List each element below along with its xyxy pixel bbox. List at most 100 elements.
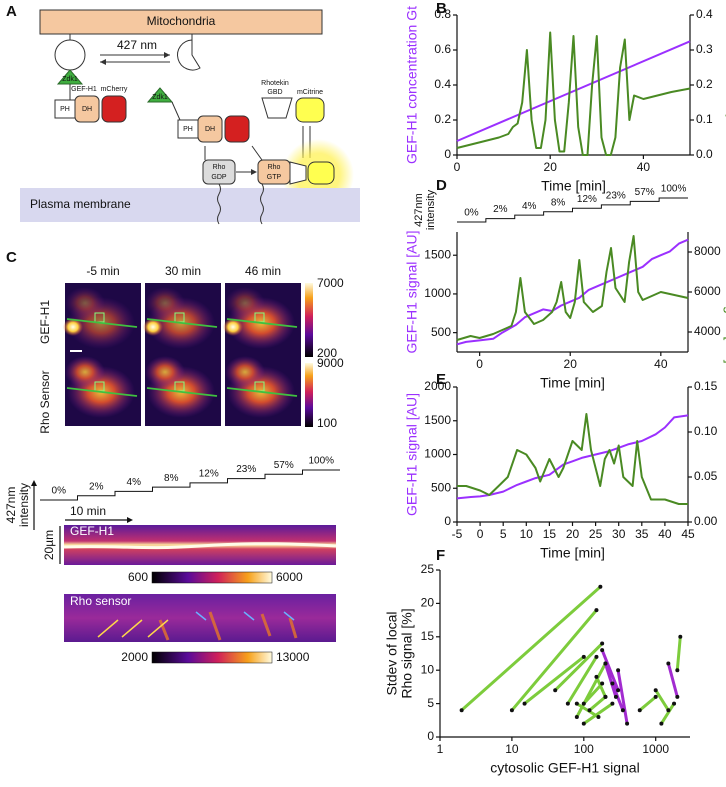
colorbar-label: 100 <box>317 416 337 430</box>
step-label: 8% <box>551 197 566 208</box>
point <box>659 721 664 726</box>
chart: 0 20 40 0 0.2 0.4 0.6 0.8 0.0 0.1 0.2 0.3 0.4 Time [m… <box>404 6 726 194</box>
line-scan <box>146 318 218 328</box>
annotation-label: intensity <box>425 189 437 230</box>
point <box>581 721 586 726</box>
point <box>600 641 605 646</box>
annotation-label: 427nm <box>413 193 425 227</box>
point <box>653 688 658 693</box>
y-tick-label: 1000 <box>424 447 451 461</box>
point <box>598 584 603 589</box>
y2-tick-label: 0.4 <box>696 7 713 21</box>
point <box>509 708 514 713</box>
y-tick-label: 1500 <box>424 247 451 261</box>
x-tick-label: 45 <box>681 527 695 541</box>
label: Rho <box>213 164 226 171</box>
y2-tick-label: 0.10 <box>694 424 718 438</box>
image-feature <box>63 318 83 336</box>
x-tick-label: 40 <box>658 527 672 541</box>
step-label: 100% <box>661 184 687 195</box>
chart: -5 0 5 10 15 20 25 30 35 40 4505001000150020000.00… <box>404 379 726 561</box>
colorbar <box>151 651 273 664</box>
label: Rho <box>268 164 281 171</box>
image-feature <box>65 287 105 319</box>
y2-tick-label: 6000 <box>694 284 721 298</box>
step-label: 12% <box>199 468 219 479</box>
y-axis-label: Stdev of local <box>384 611 400 695</box>
x-tick-label: 40 <box>654 357 668 371</box>
colorbar-label: 2000 <box>121 650 148 664</box>
image-feature <box>223 318 243 336</box>
label: GBD <box>267 89 282 96</box>
dh-domain <box>197 115 223 143</box>
y2-tick-label: 8000 <box>694 244 721 258</box>
x-tick-label: 10 <box>520 527 534 541</box>
y-tick-label: 20 <box>421 596 435 610</box>
point <box>594 608 599 613</box>
image-feature <box>158 611 298 641</box>
x-tick-label: 0 <box>476 357 483 371</box>
point <box>565 701 570 706</box>
panel-label: C <box>6 249 17 266</box>
point <box>581 701 586 706</box>
annotation-label: intensity <box>17 483 31 527</box>
x-tick-label: 100 <box>574 742 594 756</box>
y-axis-label: Rho signal [%] <box>399 608 415 698</box>
chart: 1 10 100 1000 0 5 10 15 20 25 cytosolic GEF-H1 sig… <box>384 562 690 776</box>
kymograph-label: Rho sensor <box>70 594 131 608</box>
step-label: 4% <box>127 477 142 488</box>
image-grid <box>63 283 301 426</box>
point <box>581 654 586 659</box>
label: PH <box>183 126 193 133</box>
y2-tick-label: 0.2 <box>696 77 713 91</box>
colorbar-label: 200 <box>317 346 337 360</box>
y-tick-label: 25 <box>421 562 435 576</box>
point <box>613 694 618 699</box>
arrow-head <box>127 517 133 523</box>
time-label: 46 min <box>245 264 281 278</box>
point <box>600 681 605 686</box>
stair: 0% 2% 4% 8% 12% 23% 57% 100% <box>40 456 340 501</box>
line-scan <box>226 387 298 397</box>
y2-tick-label: 0.00 <box>694 514 718 528</box>
label: Plasma membrane <box>30 197 131 211</box>
arrow-head <box>164 52 170 58</box>
step-label: 0% <box>52 486 67 497</box>
x-axis-label: Time [min] <box>540 375 605 391</box>
anchor <box>54 39 86 71</box>
panel-label: B <box>436 0 447 17</box>
x-tick-label: 0 <box>477 527 484 541</box>
colorbar <box>151 571 273 584</box>
point <box>459 708 464 713</box>
schematic: Mitochondria Zdk1 427 nm GEF-H1 mCherry … <box>20 9 360 225</box>
y2-tick-label: 0.3 <box>696 42 713 56</box>
y2-tick-label: 0.0 <box>696 147 713 161</box>
line-scan <box>66 387 138 397</box>
point <box>672 701 677 706</box>
connector <box>171 101 181 121</box>
label: GTP <box>267 174 282 181</box>
image-feature <box>225 287 265 319</box>
arrows <box>97 619 169 638</box>
time-label: -5 min <box>86 264 119 278</box>
label: Zdk1 <box>152 94 168 101</box>
x-tick-label: 5 <box>500 527 507 541</box>
x-tick-label: 25 <box>589 527 603 541</box>
x-tick-label: 20 <box>544 160 558 174</box>
label: mCitrine <box>297 89 323 96</box>
x-tick-label: 10 <box>505 742 519 756</box>
series-line <box>456 40 691 142</box>
point <box>574 701 579 706</box>
point <box>594 674 599 679</box>
arrow-head <box>31 480 37 486</box>
y-tick-label: 1500 <box>424 413 451 427</box>
y2-axis-label: Stdev of local Rho <box>723 398 726 512</box>
x-tick-label: 20 <box>564 357 578 371</box>
y-tick-label: 0 <box>444 514 451 528</box>
point <box>610 681 615 686</box>
y-tick-label: 1000 <box>424 286 451 300</box>
mcherry <box>224 115 250 143</box>
y-axis-label: GEF-H1 signal [AU] <box>404 393 420 516</box>
image-feature <box>145 287 185 319</box>
point <box>587 708 592 713</box>
